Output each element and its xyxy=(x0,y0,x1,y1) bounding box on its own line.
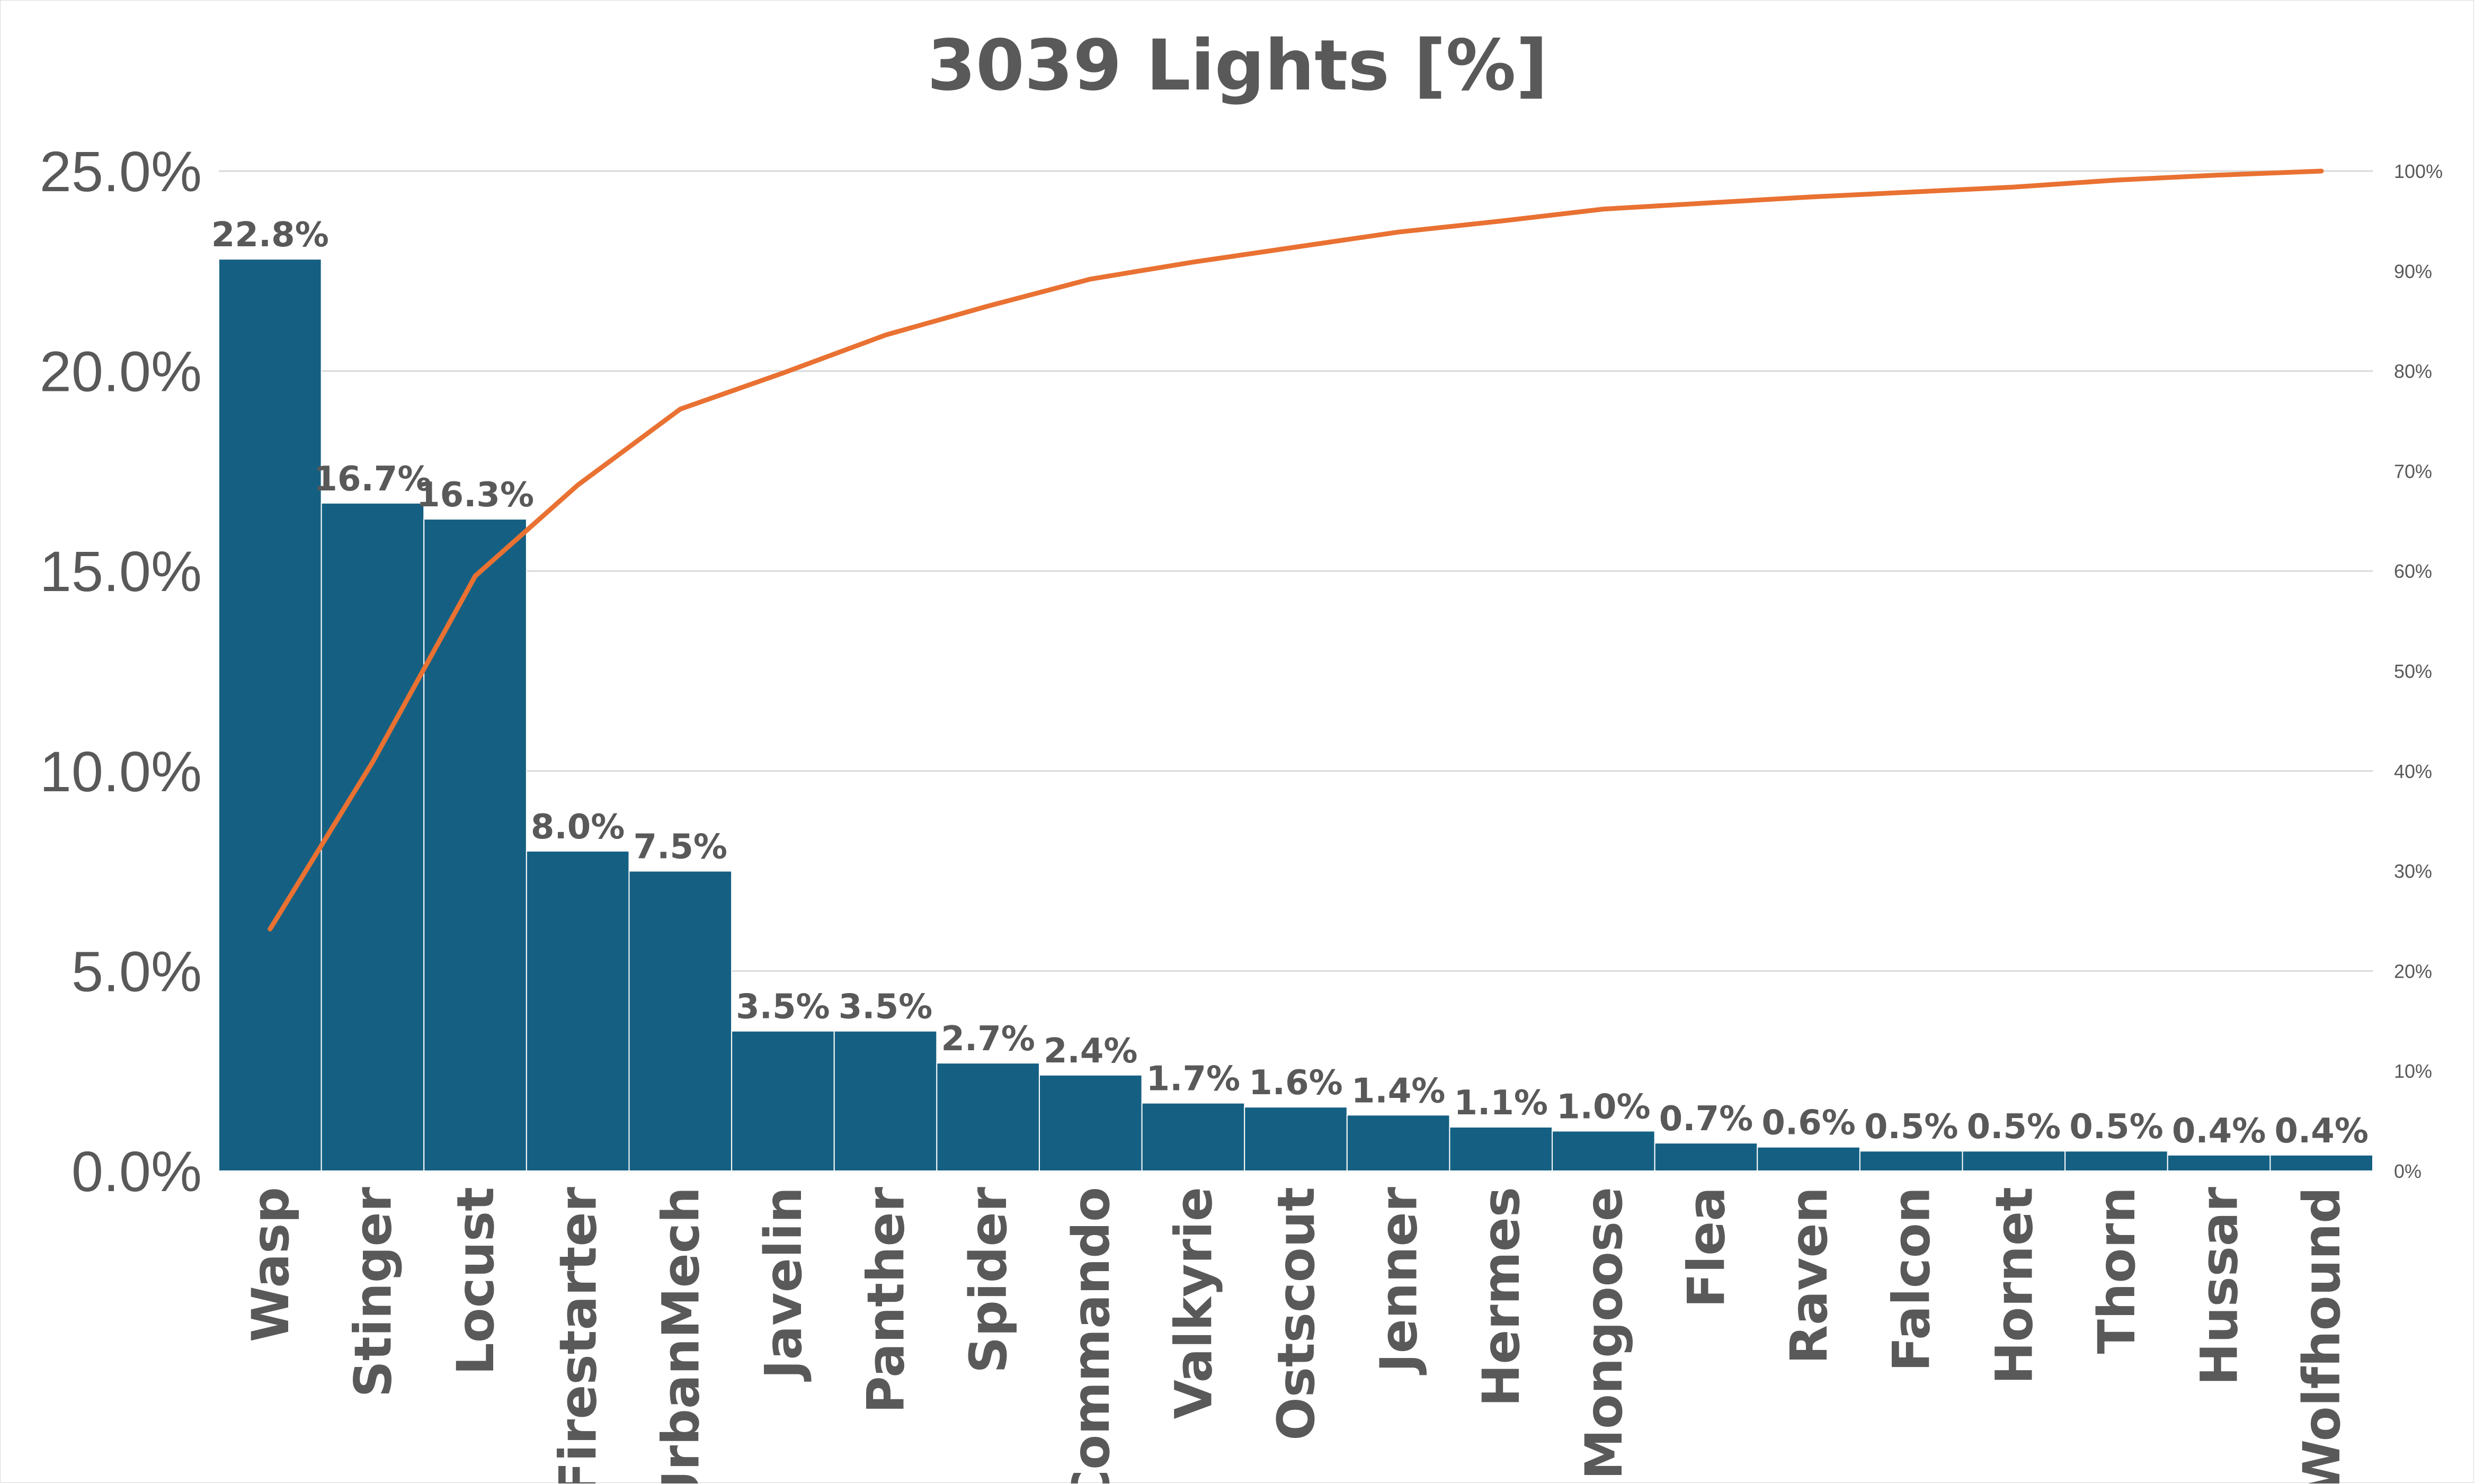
bar xyxy=(526,850,630,1172)
x-tick-label: Stinger xyxy=(343,1186,403,1397)
bar-series xyxy=(218,258,2373,1172)
bar xyxy=(2269,1154,2373,1172)
y2-tick-label: 0% xyxy=(2394,1160,2421,1182)
secondary-y-axis: 0% 10% 20% 30% 40% 50% 60% 70% 80% 90% 100% xyxy=(2394,160,2443,1182)
bar-data-label: 0.5% xyxy=(1967,1107,2061,1147)
x-tick-label: Mongoose xyxy=(1574,1187,1634,1480)
bar-data-label: 3.5% xyxy=(736,988,830,1027)
bar-data-label: 22.8% xyxy=(211,216,329,255)
bar-data-label: 0.7% xyxy=(1659,1099,1753,1139)
bar xyxy=(1244,1106,1348,1172)
bar-data-label: 0.5% xyxy=(1864,1107,1958,1147)
x-tick-label: Thorn xyxy=(2087,1187,2147,1354)
bar-data-label: 0.4% xyxy=(2274,1112,2369,1151)
chart-title: 3039 Lights [%] xyxy=(927,25,1548,106)
bar xyxy=(1346,1114,1450,1172)
bar-data-label: 7.5% xyxy=(634,828,728,867)
x-tick-label: Raven xyxy=(1779,1187,1839,1364)
cumulative-line-series xyxy=(268,168,2324,932)
bar-data-label: 16.7% xyxy=(314,460,431,499)
bar-data-label: 1.7% xyxy=(1146,1060,1241,1099)
primary-y-axis: 0.0% 5.0% 10.0% 15.0% 20.0% 25.0% xyxy=(40,139,202,1203)
bar xyxy=(1038,1074,1143,1172)
bar-data-label: 1.1% xyxy=(1454,1084,1548,1123)
x-tick-label: Hermes xyxy=(1472,1187,1531,1407)
y2-tick-label: 10% xyxy=(2394,1060,2432,1082)
y2-tick-label: 100% xyxy=(2394,160,2443,182)
bar-data-label: 16.3% xyxy=(416,476,534,515)
bar xyxy=(1552,1130,1655,1172)
bar xyxy=(1654,1142,1758,1172)
bar xyxy=(1449,1126,1553,1172)
bar xyxy=(936,1062,1040,1172)
bar xyxy=(628,870,733,1172)
y-tick-label: 15.0% xyxy=(40,539,202,603)
bar-data-label: 0.5% xyxy=(2069,1107,2164,1147)
y-tick-label: 0.0% xyxy=(72,1139,202,1203)
x-tick-label: Locust xyxy=(446,1187,505,1375)
bar-data-label: 2.4% xyxy=(1044,1032,1138,1071)
bar-data-label: 0.6% xyxy=(1761,1104,1856,1143)
y2-tick-label: 80% xyxy=(2394,361,2432,382)
y2-tick-label: 70% xyxy=(2394,460,2432,482)
bar xyxy=(423,518,527,1172)
x-tick-label: UrbanMech xyxy=(651,1187,710,1483)
y-tick-label: 25.0% xyxy=(40,139,202,203)
x-tick-label: Wolfhound xyxy=(2292,1187,2352,1483)
x-tick-label: Panther xyxy=(857,1186,916,1413)
x-tick-label: Wasp xyxy=(241,1187,300,1342)
x-tick-label: Flea xyxy=(1677,1187,1736,1308)
y2-tick-label: 40% xyxy=(2394,761,2432,782)
bar xyxy=(1962,1150,2066,1172)
bar-data-label: 1.4% xyxy=(1351,1071,1446,1111)
bar-data-label: 1.6% xyxy=(1249,1063,1343,1103)
bar xyxy=(218,258,322,1172)
x-tick-label: Ostscout xyxy=(1267,1187,1326,1441)
y-tick-label: 5.0% xyxy=(72,939,202,1003)
y2-tick-label: 90% xyxy=(2394,261,2432,282)
x-tick-label: Hornet xyxy=(1984,1187,2044,1384)
y-tick-label: 10.0% xyxy=(40,739,202,803)
bar-data-label: 1.0% xyxy=(1556,1087,1651,1127)
x-tick-label: Firestarter xyxy=(549,1186,608,1483)
x-tick-label: Javelin xyxy=(754,1187,813,1382)
x-tick-label: Commando xyxy=(1062,1187,1121,1483)
bar xyxy=(1141,1102,1245,1172)
x-tick-label: Spider xyxy=(959,1186,1018,1373)
bar-data-label: 8.0% xyxy=(531,808,625,847)
y2-tick-label: 60% xyxy=(2394,560,2432,582)
data-labels: 22.8%16.7%16.3%8.0%7.5%3.5% 3.5%2.7% 2.4%1… xyxy=(211,216,2369,1151)
bar-data-label: 2.7% xyxy=(941,1020,1035,1059)
bar-data-label: 3.5% xyxy=(839,988,933,1027)
y2-tick-label: 20% xyxy=(2394,960,2432,982)
bar xyxy=(2167,1154,2271,1172)
cumulative-line xyxy=(268,168,2324,932)
bar xyxy=(320,502,425,1172)
x-tick-label: Valkyrie xyxy=(1164,1187,1223,1419)
bar xyxy=(2064,1150,2168,1172)
bar xyxy=(833,1030,938,1172)
bar-data-label: 0.4% xyxy=(2172,1112,2266,1151)
bar xyxy=(731,1030,835,1172)
y2-tick-label: 30% xyxy=(2394,861,2432,882)
y2-tick-label: 50% xyxy=(2394,660,2432,682)
x-tick-label: Hussar xyxy=(2190,1186,2249,1385)
y-tick-label: 20.0% xyxy=(40,339,202,404)
x-tick-label: Jenner xyxy=(1369,1186,1429,1375)
x-tick-label: Falcon xyxy=(1882,1187,1942,1372)
bar xyxy=(1757,1146,1860,1172)
bar xyxy=(1859,1150,1963,1172)
x-axis: Wasp Stinger Locust Firestarter UrbanMech Jav… xyxy=(241,1186,2352,1483)
